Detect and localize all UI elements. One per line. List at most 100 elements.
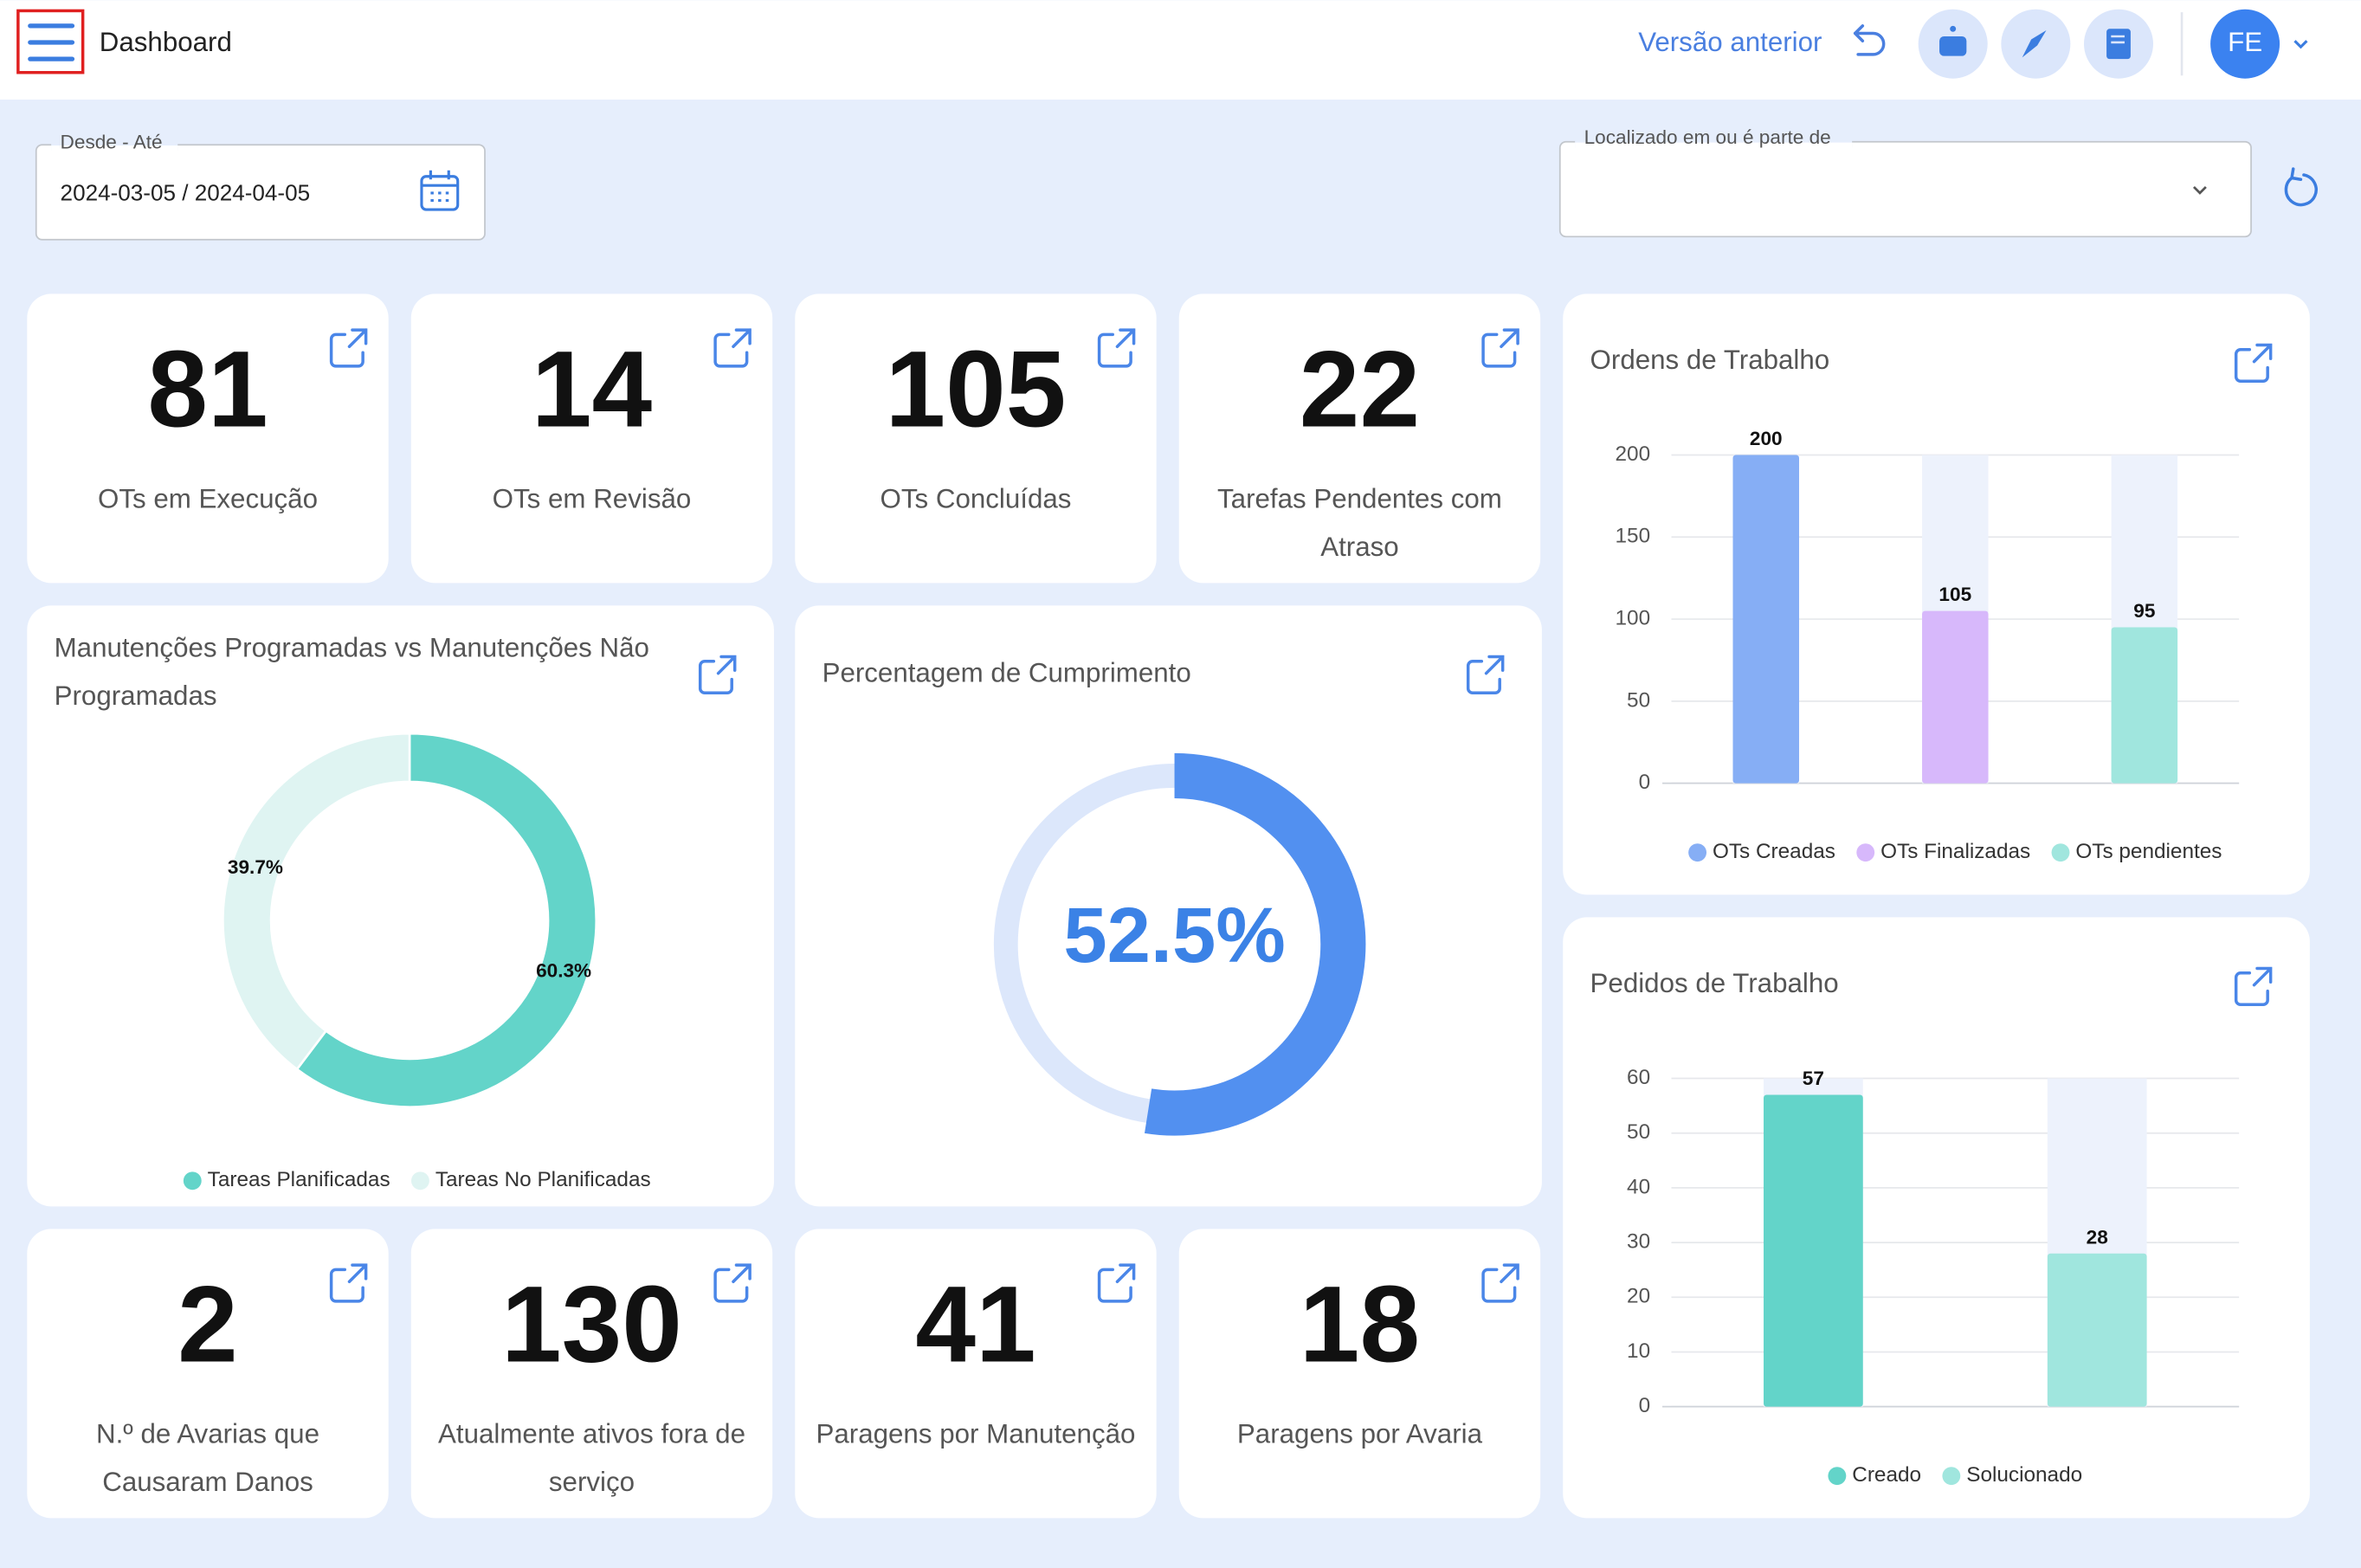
legend-swatch bbox=[1828, 1467, 1847, 1486]
menu-button[interactable] bbox=[16, 9, 85, 74]
card bbox=[27, 1229, 389, 1519]
page-title: Dashboard bbox=[100, 27, 232, 57]
legend: Tareas Planificadas Tareas No Planificada… bbox=[183, 1168, 651, 1191]
y-tick-label: 50 bbox=[1627, 688, 1650, 712]
legend-swatch bbox=[1688, 843, 1707, 862]
bar bbox=[1764, 1094, 1863, 1407]
avatar[interactable] bbox=[2210, 9, 2280, 79]
kpi-label-box: Paragens por Avaria bbox=[1236, 1418, 1483, 1449]
avatar-initials: FE bbox=[2228, 27, 2262, 57]
kpi-value: 105 bbox=[886, 328, 1067, 449]
y-tick-label: 60 bbox=[1627, 1066, 1650, 1089]
launch-button[interactable] bbox=[2001, 9, 2071, 79]
open-link-icon[interactable] bbox=[1466, 655, 1505, 695]
legend-label: Tareas Planificadas bbox=[208, 1168, 390, 1191]
bar-value-label: 57 bbox=[1803, 1068, 1824, 1089]
y-tick-label: 20 bbox=[1627, 1285, 1650, 1308]
open-link-icon[interactable] bbox=[2234, 343, 2273, 384]
kpi-label: N.º de Avarias que Causaram Danos bbox=[96, 1418, 320, 1497]
card bbox=[795, 294, 1157, 584]
open-link-icon[interactable] bbox=[1097, 1263, 1136, 1303]
kpi-label-box: OTs em Execução bbox=[97, 483, 319, 514]
kpi-value: 22 bbox=[1300, 328, 1420, 449]
kpi-label-box: OTs em Revisão bbox=[492, 483, 692, 514]
kpi-label-box: Atualmente ativos fora de serviço bbox=[437, 1418, 745, 1497]
y-tick-label: 200 bbox=[1616, 442, 1651, 466]
open-link-icon[interactable] bbox=[1097, 328, 1136, 368]
card bbox=[410, 1229, 773, 1519]
bar bbox=[2047, 1253, 2147, 1407]
kpi-label: Paragens por Avaria bbox=[1236, 1418, 1483, 1449]
slice-label: 39.7% bbox=[228, 856, 283, 878]
legend: OTs Creadas OTs Finalizadas OTs pendientes bbox=[1688, 840, 2222, 863]
date-range-label: Desde - Até bbox=[61, 131, 163, 152]
open-link-icon[interactable] bbox=[2234, 966, 2273, 1007]
location-field[interactable] bbox=[1558, 129, 2252, 238]
gauge-value-arc bbox=[1145, 752, 1366, 1136]
chart-title: Manutenções Programadas vs Manutenções N… bbox=[54, 632, 649, 712]
slice-label: 60.3% bbox=[536, 960, 591, 982]
open-link-icon[interactable] bbox=[329, 328, 368, 368]
legend-swatch bbox=[410, 1171, 429, 1191]
chart-title: Ordens de Trabalho bbox=[1590, 345, 1830, 375]
undo-icon[interactable] bbox=[1853, 24, 1886, 56]
kpi-label-box: Paragens por Manutenção bbox=[816, 1418, 1136, 1449]
y-tick-label: 150 bbox=[1616, 525, 1651, 548]
kpi-label: OTs Concluídas bbox=[880, 483, 1072, 514]
docs-button[interactable] bbox=[2083, 9, 2153, 79]
bar-value-label: 95 bbox=[2133, 600, 2155, 622]
bar-value-label: 105 bbox=[1938, 584, 1971, 605]
card bbox=[27, 294, 389, 584]
location-label: Localizado em ou é parte de bbox=[1584, 126, 1831, 148]
card bbox=[1178, 294, 1541, 584]
bar bbox=[1922, 610, 1989, 784]
card bbox=[410, 294, 773, 584]
kpi-label: OTs em Revisão bbox=[492, 483, 692, 514]
kpi-value: 18 bbox=[1300, 1264, 1420, 1385]
assistant-button[interactable] bbox=[1918, 9, 1988, 79]
gauge-value-label: 52.5% bbox=[1063, 892, 1285, 979]
card bbox=[1563, 917, 2310, 1519]
kpi-value: 14 bbox=[532, 328, 652, 449]
chart-title-box: Manutenções Programadas vs Manutenções N… bbox=[54, 632, 649, 712]
y-tick-label: 50 bbox=[1627, 1120, 1650, 1144]
kpi-label: Atualmente ativos fora de serviço bbox=[437, 1418, 745, 1497]
pie-slice bbox=[295, 732, 597, 1108]
y-tick-label: 30 bbox=[1627, 1229, 1650, 1253]
legend-label: OTs Creadas bbox=[1713, 840, 1835, 863]
card bbox=[795, 605, 1542, 1207]
bar-value-label: 28 bbox=[2087, 1226, 2108, 1248]
legend-swatch bbox=[1942, 1467, 1961, 1486]
open-link-icon[interactable] bbox=[698, 655, 737, 695]
chart-title: Pedidos de Trabalho bbox=[1590, 968, 1839, 998]
legend-label: Tareas No Planificadas bbox=[435, 1168, 651, 1191]
kpi-label: Paragens por Manutenção bbox=[816, 1418, 1136, 1449]
open-link-icon[interactable] bbox=[1481, 1263, 1519, 1303]
y-tick-label: 10 bbox=[1627, 1339, 1650, 1363]
date-range-field[interactable] bbox=[35, 135, 486, 241]
open-link-icon[interactable] bbox=[713, 328, 752, 368]
legend-label: OTs pendientes bbox=[2075, 840, 2222, 863]
legend-swatch bbox=[1856, 843, 1875, 862]
y-tick-label: 0 bbox=[1639, 771, 1651, 794]
open-link-icon[interactable] bbox=[713, 1263, 752, 1303]
legend-label: Creado bbox=[1852, 1463, 1921, 1487]
kpi-label: OTs em Execução bbox=[97, 483, 319, 514]
card bbox=[795, 1229, 1157, 1519]
kpi-value: 41 bbox=[915, 1264, 1035, 1385]
kpi-value: 130 bbox=[501, 1264, 682, 1385]
y-tick-label: 100 bbox=[1616, 606, 1651, 629]
legend: Creado Solucionado bbox=[1828, 1463, 2082, 1487]
previous-version-link[interactable]: Versão anterior bbox=[1638, 27, 1822, 57]
bar-value-label: 200 bbox=[1750, 428, 1783, 449]
kpi-label-box: OTs Concluídas bbox=[880, 483, 1072, 514]
open-link-icon[interactable] bbox=[329, 1263, 368, 1303]
kpi-label-box: N.º de Avarias que Causaram Danos bbox=[96, 1418, 320, 1497]
card bbox=[1178, 1229, 1541, 1519]
chart-title: Percentagem de Cumprimento bbox=[822, 658, 1191, 688]
avatar-menu-chevron[interactable] bbox=[2293, 40, 2308, 49]
open-link-icon[interactable] bbox=[1481, 328, 1519, 368]
refresh-button[interactable] bbox=[2284, 167, 2318, 207]
kpi-value: 2 bbox=[177, 1264, 238, 1385]
